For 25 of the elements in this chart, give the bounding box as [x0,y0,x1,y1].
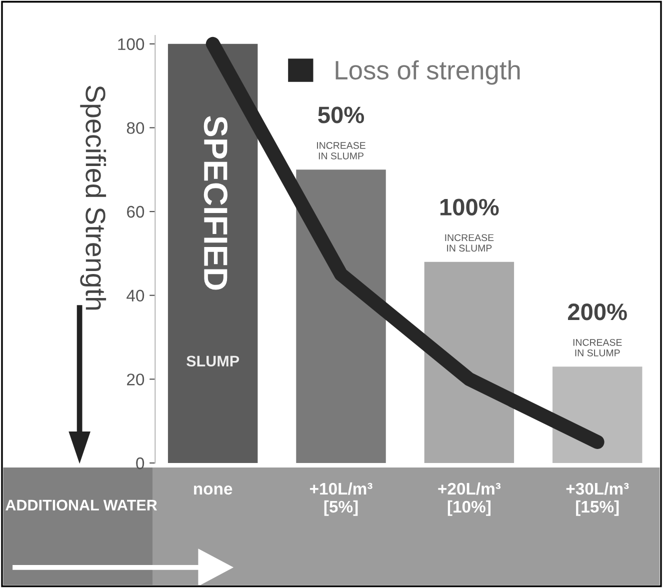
x-tick-label: +20L/m³ [10%] [438,482,501,516]
annotation: INCREASE IN SLUMP [445,234,494,252]
bar [424,262,514,463]
y-tick-label: 60 [127,206,144,218]
legend-label: Loss of strength [336,60,520,85]
y-tick-label: 40 [126,290,144,302]
bar [168,44,258,463]
annotation: 100% [440,198,499,216]
x-tick-label: +10L/m³ [5%] [310,482,372,516]
annotation: 50% [318,106,364,124]
y-axis-title: Specified Strength [80,86,106,310]
y-tick-label: 80 [126,122,144,134]
annotation: 200% [568,304,627,320]
x-axis-title: ADDITIONAL WATER [6,500,158,511]
y-tick-label: 0 [136,457,144,470]
x-tick-label: none [194,486,232,495]
y-tick-label: 20 [127,374,144,386]
bar [296,170,386,463]
annotation: INCREASE IN SLUMP [317,142,366,160]
annotation: SLUMP [186,356,240,367]
annotation: INCREASE IN SLUMP [573,338,622,356]
annotation: SPECIFIED [204,116,228,290]
x-tick-label: +30L/m³ [15%] [566,482,629,516]
bar [552,366,642,463]
y-tick-label: 100 [118,38,144,50]
